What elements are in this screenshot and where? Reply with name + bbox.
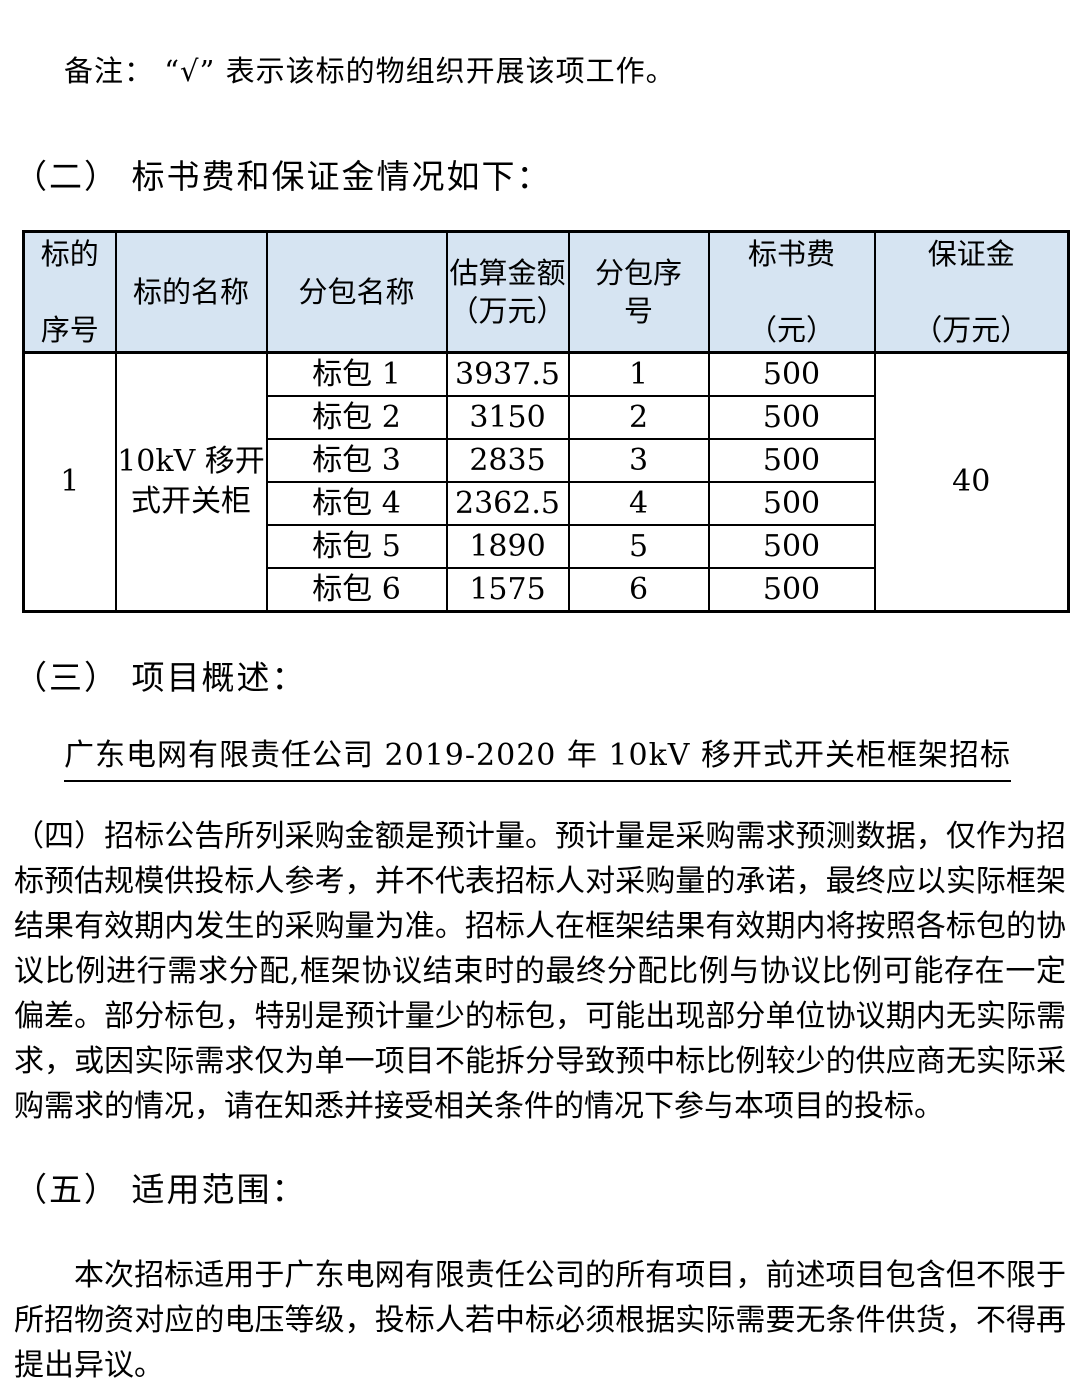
table-row: 标包 2 3150 2 500 <box>24 395 1069 440</box>
amount-cell: 3937.5 <box>445 351 570 397</box>
package-name-cell: 标包 2 <box>265 395 448 440</box>
fee-cell: 500 <box>707 395 876 440</box>
project-title-wrap: 广东电网有限责任公司 2019-2020 年 10kV 移开式开关柜框架招标 <box>64 739 1066 782</box>
package-name-cell: 标包 5 <box>265 524 448 569</box>
fee-cell: 500 <box>707 481 876 526</box>
fee-cell: 500 <box>707 351 876 397</box>
seq-cell: 6 <box>567 567 710 613</box>
seq-cell: 5 <box>567 524 710 569</box>
fee-cell: 500 <box>707 567 876 613</box>
package-name-cell: 标包 4 <box>265 481 448 526</box>
subject-name-cell: 10kV 移开 式开关柜 <box>114 351 268 613</box>
package-name-cell: 标包 3 <box>265 438 448 483</box>
section-2-heading: （二） 标书费和保证金情况如下： <box>14 157 552 196</box>
header-subject-no: 标的 序号 <box>22 230 117 354</box>
amount-cell: 3150 <box>445 395 570 440</box>
fee-and-deposit-table: 标的 序号 标的名称 分包名称 估算金额 （万元） 分包序 号 标书费 （元） … <box>22 230 1070 613</box>
amount-cell: 1890 <box>445 524 570 569</box>
fee-cell: 500 <box>707 524 876 569</box>
section-5-heading: （五） 适用范围： <box>14 1170 307 1209</box>
amount-cell: 1575 <box>445 567 570 613</box>
table-row: 标包 5 1890 5 500 <box>24 524 1069 569</box>
seq-cell: 3 <box>567 438 710 483</box>
header-deposit: 保证金 （万元） <box>873 230 1070 354</box>
subject-no-cell: 1 <box>22 351 117 613</box>
package-name-cell: 标包 1 <box>265 351 448 397</box>
header-document-fee: 标书费 （元） <box>707 230 876 354</box>
seq-cell: 1 <box>567 351 710 397</box>
fee-cell: 500 <box>707 438 876 483</box>
table-row: 标包 6 1575 6 500 <box>24 567 1069 613</box>
header-estimated-amount: 估算金额 （万元） <box>445 230 570 354</box>
table-row: 1 10kV 移开 式开关柜 标包 1 3937.5 1 500 40 <box>22 351 1070 613</box>
project-title: 广东电网有限责任公司 2019-2020 年 10kV 移开式开关柜框架招标 <box>64 739 1011 782</box>
table-header-row: 标的 序号 标的名称 分包名称 估算金额 （万元） 分包序 号 标书费 （元） … <box>22 230 1070 354</box>
package-name-cell: 标包 6 <box>265 567 448 613</box>
seq-cell: 2 <box>567 395 710 440</box>
header-subject-name: 标的名称 <box>114 230 268 354</box>
header-package-seq: 分包序 号 <box>567 230 710 354</box>
note-line: 备注： “√” 表示该标的物组织开展该项工作。 <box>64 54 676 88</box>
section-5-paragraph: 本次招标适用于广东电网有限责任公司的所有项目，前述项目包含但不限于所招物资对应的… <box>14 1258 1066 1383</box>
table-row: 标包 3 2835 3 500 <box>24 438 1069 483</box>
section-4-paragraph: （四）招标公告所列采购金额是预计量。预计量是采购需求预测数据，仅作为招标预估规模… <box>14 819 1066 1124</box>
table-row: 标包 4 2362.5 4 500 <box>24 481 1069 526</box>
seq-cell: 4 <box>567 481 710 526</box>
amount-cell: 2835 <box>445 438 570 483</box>
deposit-cell: 40 <box>873 351 1070 613</box>
amount-cell: 2362.5 <box>445 481 570 526</box>
header-package-name: 分包名称 <box>265 230 448 354</box>
section-3-heading: （三） 项目概述： <box>14 658 307 697</box>
